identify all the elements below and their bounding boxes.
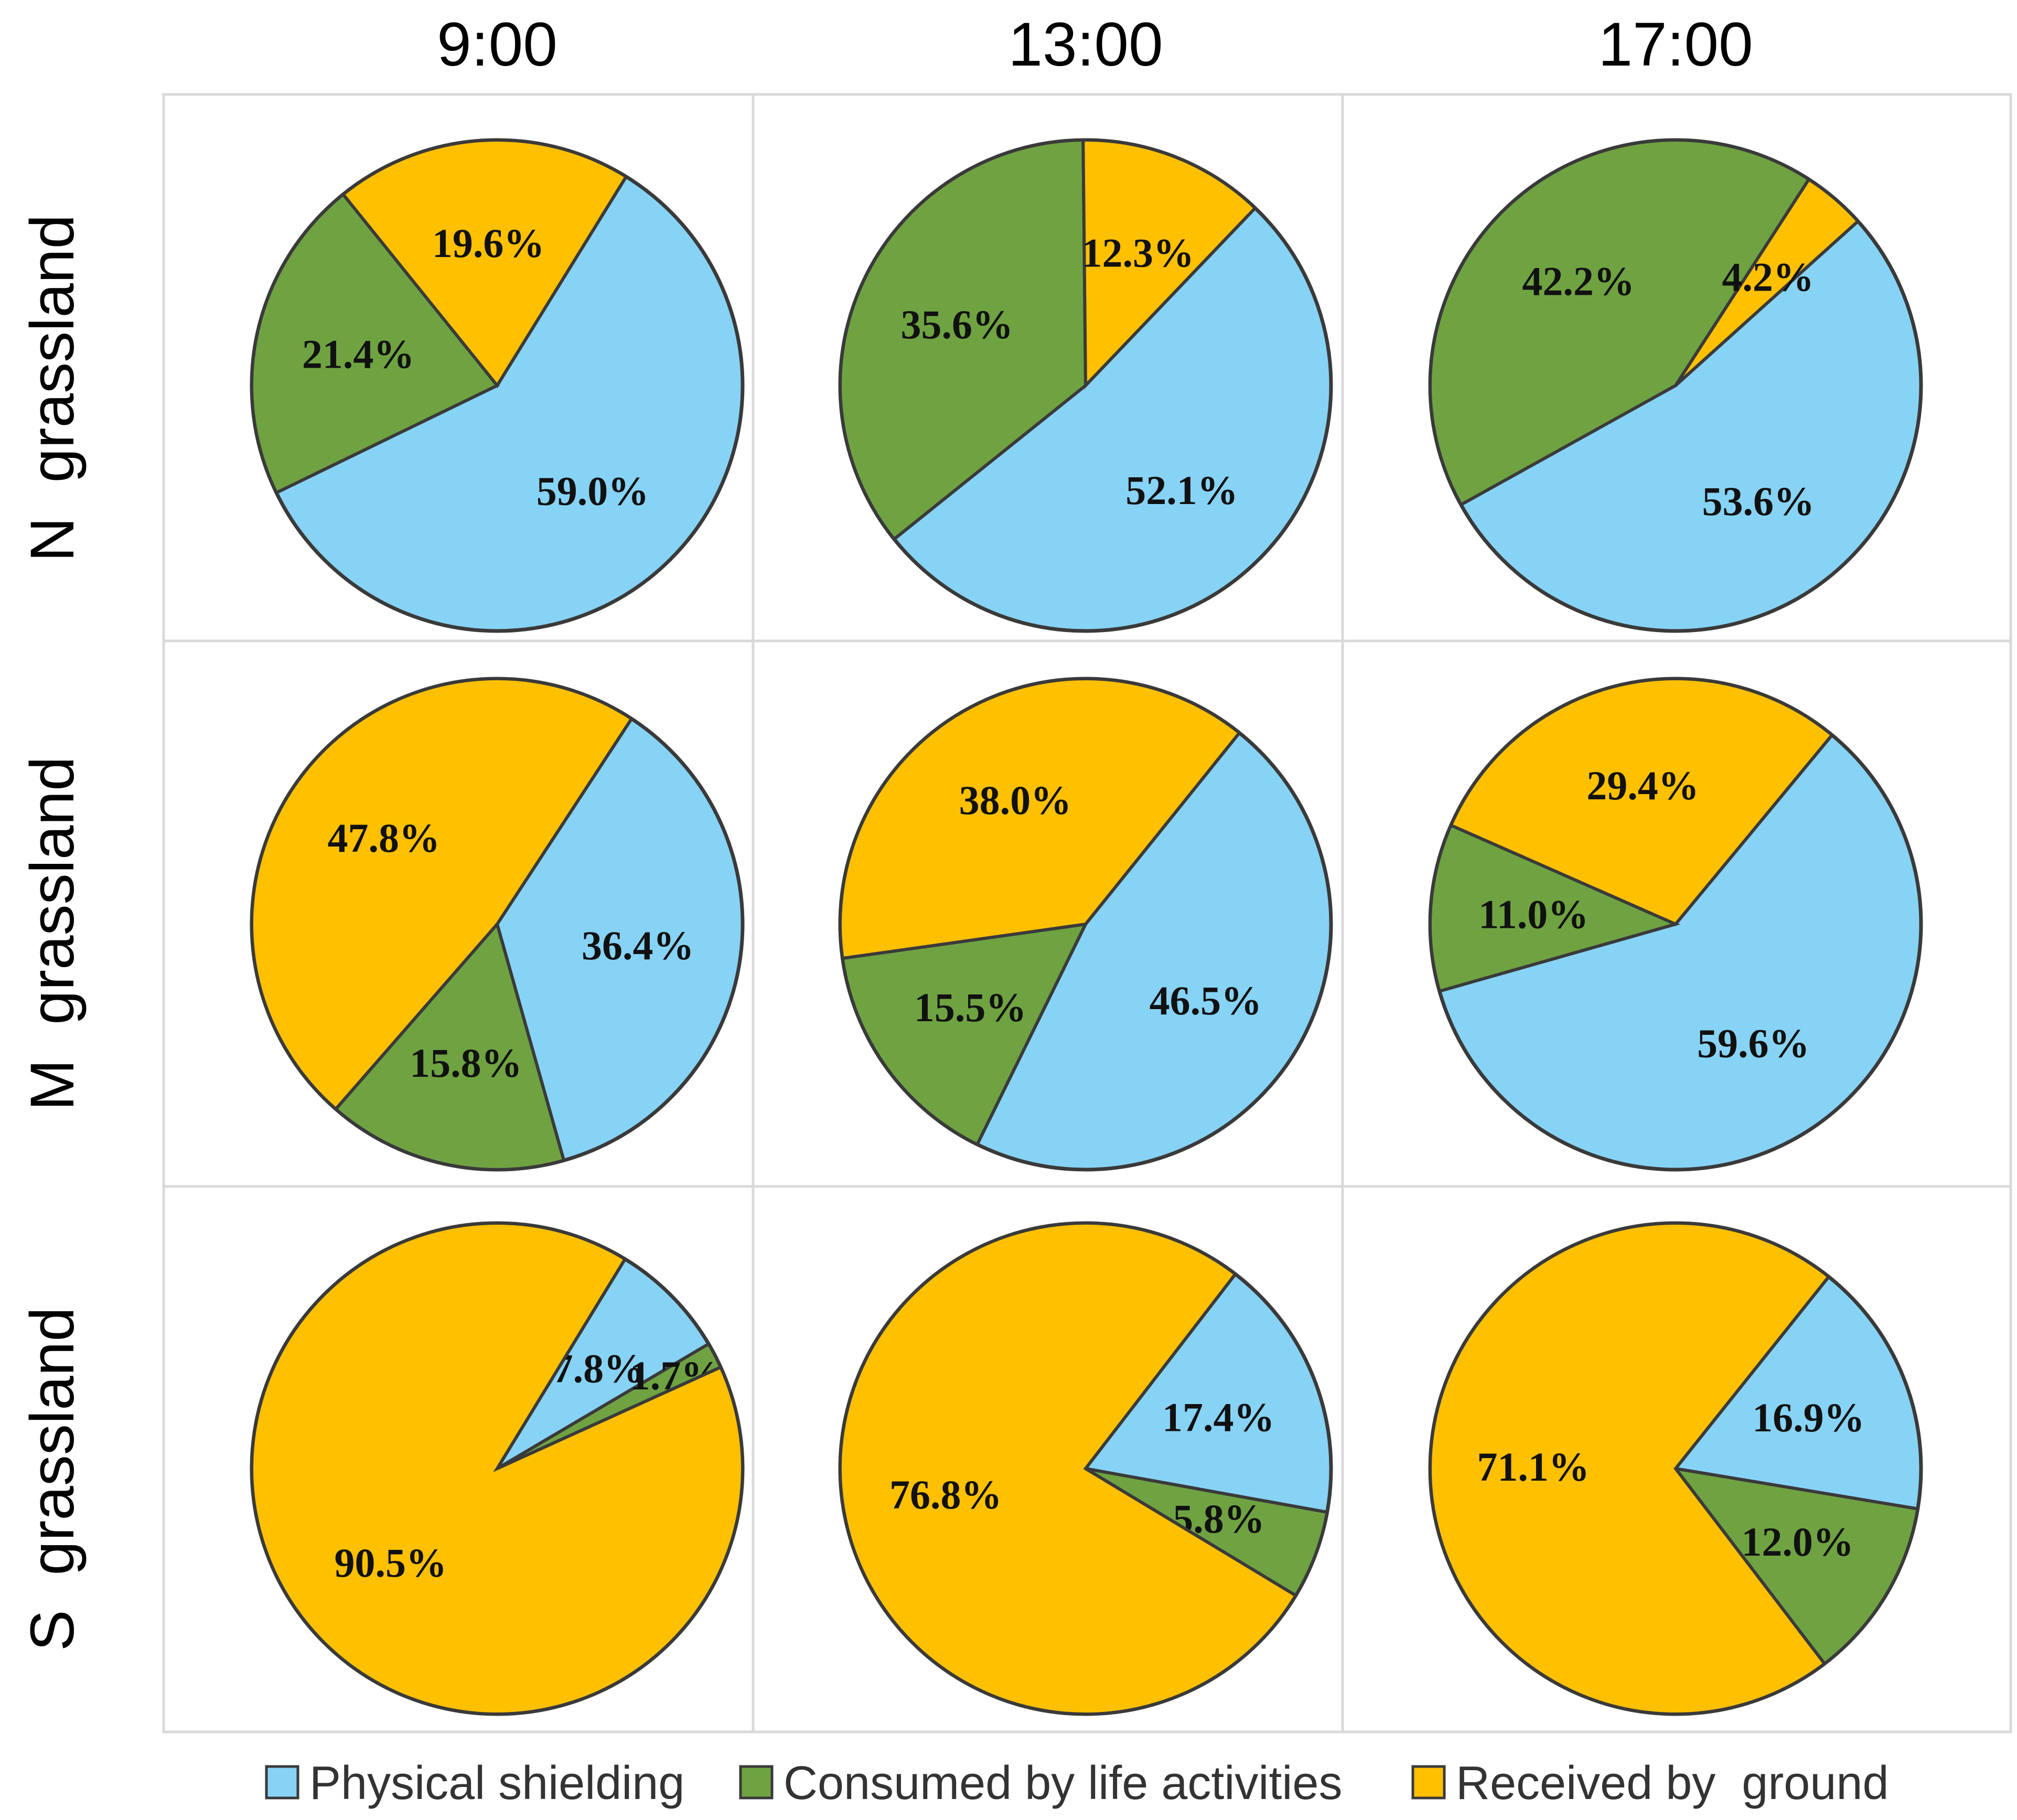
pie-slice-m-grassland-17-00-received-by-ground (1449, 677, 1834, 926)
pie-m-grassland-13-00: 46.5% 15.5% 38.0% (838, 677, 1333, 1172)
pie-label-m-grassland-17-00-physical-shielding: 59.6% (1697, 1020, 1810, 1066)
pie-slice-s-grassland-13-00-received-by-ground (839, 1222, 1298, 1716)
pie-label-n-grassland-17-00-consumed-by-life-activities: 42.2% (1522, 259, 1635, 304)
pie-label-n-grassland-17-00-physical-shielding: 53.6% (1702, 478, 1815, 524)
pie-label-n-grassland-13-00-physical-shielding: 52.1% (1125, 467, 1238, 513)
pie-label-s-grassland-17-00-physical-shielding: 16.9% (1752, 1395, 1865, 1440)
pie-slice-s-grassland-9-00-received-by-ground (250, 1222, 744, 1716)
pie-label-s-grassland-13-00-received-by-ground: 76.8% (889, 1472, 1002, 1517)
pie-label-s-grassland-9-00-received-by-ground: 90.5% (334, 1540, 447, 1586)
pie-label-n-grassland-13-00-consumed-by-life-activities: 35.6% (900, 302, 1013, 347)
legend-swatch-consumed-by-life-activities (739, 1765, 774, 1800)
pie-n-grassland-13-00: 52.1% 35.6% 12.3% (838, 138, 1333, 633)
pie-slice-n-grassland-17-00-consumed-by-life-activities (1429, 138, 1811, 507)
pie-s-grassland-13-00: 17.4%5.8%76.8% (838, 1221, 1333, 1716)
pie-label-m-grassland-13-00-consumed-by-life-activities: 15.5% (914, 984, 1027, 1030)
pies-group: 59.0% 21.4% 19.6% 52.1% 35.6% 12.3% 53.6% 42.2%… (250, 138, 1923, 1716)
pie-slice-n-grassland-9-00-received-by-ground (341, 138, 629, 389)
pie-slice-n-grassland-13-00-consumed-by-life-activities (839, 138, 1088, 542)
pie-slice-s-grassland-17-00-received-by-ground (1429, 1222, 1831, 1716)
pie-label-m-grassland-9-00-received-by-ground: 47.8% (327, 815, 440, 861)
pie-slice-n-grassland-9-00-consumed-by-life-activities (250, 192, 500, 495)
pie-slice-m-grassland-17-00-consumed-by-life-activities (1429, 823, 1680, 993)
row-title-n-grassland: N grassland (18, 215, 87, 562)
pie-slice-m-grassland-13-00-received-by-ground (839, 677, 1242, 960)
pie-label-m-grassland-9-00-physical-shielding: 36.4% (582, 923, 694, 968)
pie-label-n-grassland-9-00-physical-shielding: 59.0% (537, 468, 649, 513)
pie-label-s-grassland-17-00-consumed-by-life-activities: 12.0% (1741, 1519, 1854, 1565)
pie-slice-n-grassland-17-00-received-by-ground (1674, 177, 1861, 387)
pie-slice-n-grassland-13-00-received-by-ground (1081, 138, 1258, 390)
column-title-17-00: 17:00 (1598, 10, 1753, 79)
pie-m-grassland-9-00: 36.4% 15.8% 47.8% (250, 677, 745, 1172)
pie-label-m-grassland-17-00-consumed-by-life-activities: 11.0% (1478, 891, 1589, 937)
pie-label-m-grassland-13-00-physical-shielding: 46.5% (1150, 978, 1262, 1023)
row-title-s-grassland: S grassland (18, 1307, 87, 1651)
legend-label-received-by-ground: Received by ground (1456, 1757, 1889, 1810)
pie-slice-m-grassland-13-00-consumed-by-life-activities (841, 922, 1089, 1147)
pie-label-n-grassland-9-00-consumed-by-life-activities: 21.4% (302, 331, 415, 377)
pie-label-m-grassland-17-00-received-by-ground: 29.4% (1586, 763, 1699, 808)
legend-label-physical-shielding: Physical shielding (309, 1757, 684, 1810)
pie-label-s-grassland-13-00-physical-shielding: 17.4% (1162, 1394, 1275, 1440)
legend-label-consumed-by-life-activities: Consumed by life activities (784, 1757, 1342, 1810)
grid-border (162, 93, 2012, 1733)
pie-label-m-grassland-9-00-consumed-by-life-activities: 15.8% (410, 1040, 522, 1086)
pie-label-m-grassland-13-00-received-by-ground: 38.0% (959, 777, 1072, 823)
grid (162, 93, 2012, 1733)
legend-swatch-physical-shielding (265, 1765, 299, 1800)
column-title-13-00: 13:00 (1008, 10, 1163, 79)
pie-s-grassland-17-00: 16.9% 12.0% 71.1% (1428, 1221, 1923, 1716)
pie-n-grassland-17-00: 53.6% 42.2% 4.2% (1428, 138, 1923, 633)
column-title-9-00: 9:00 (437, 10, 557, 79)
pie-s-grassland-9-00: 7.8%1.7%90.5% (250, 1221, 745, 1716)
pie-label-n-grassland-17-00-received-by-ground: 4.2% (1722, 254, 1814, 299)
pie-m-grassland-17-00: 59.6% 11.0% 29.4% (1428, 677, 1923, 1172)
pie-slice-s-grassland-13-00-consumed-by-life-activities (1085, 1467, 1329, 1598)
legend: Physical shielding Consumed by life acti… (265, 1757, 1889, 1810)
legend-swatch-received-by-ground (1411, 1765, 1446, 1800)
pie-n-grassland-9-00: 59.0% 21.4% 19.6% (250, 138, 745, 633)
row-title-m-grassland: M grassland (18, 756, 87, 1111)
pie-slice-m-grassland-9-00-received-by-ground (250, 677, 634, 1111)
pie-label-s-grassland-17-00-received-by-ground: 71.1% (1477, 1444, 1590, 1490)
pie-label-n-grassland-9-00-received-by-ground: 19.6% (432, 220, 545, 266)
pie-slice-s-grassland-17-00-consumed-by-life-activities (1672, 1466, 1920, 1666)
pie-label-n-grassland-13-00-received-by-ground: 12.3% (1081, 230, 1194, 276)
pie-slice-m-grassland-9-00-consumed-by-life-activities (333, 920, 566, 1171)
